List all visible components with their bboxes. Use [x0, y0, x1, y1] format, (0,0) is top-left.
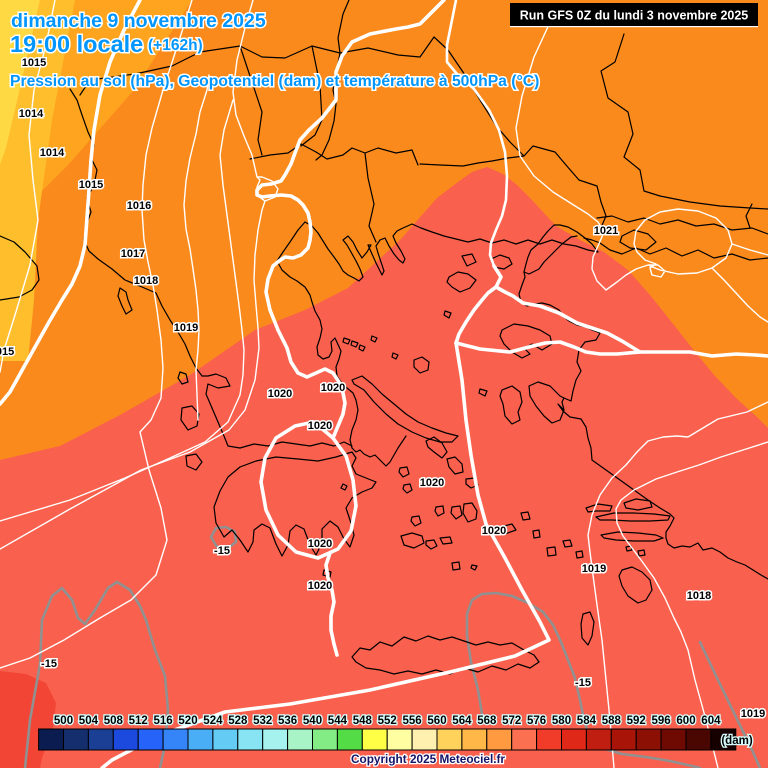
svg-text:572: 572 [502, 715, 521, 727]
svg-text:564: 564 [452, 715, 472, 727]
svg-text:544: 544 [328, 715, 348, 727]
svg-text:588: 588 [602, 715, 622, 727]
svg-text:1014: 1014 [19, 108, 44, 120]
svg-text:1020: 1020 [420, 477, 444, 489]
svg-text:592: 592 [627, 715, 646, 727]
svg-text:1015: 1015 [0, 346, 14, 358]
svg-text:1017: 1017 [121, 248, 145, 260]
svg-text:576: 576 [527, 715, 546, 727]
svg-text:528: 528 [228, 715, 248, 727]
svg-text:532: 532 [253, 715, 272, 727]
svg-text:1020: 1020 [268, 388, 292, 400]
svg-text:1014: 1014 [40, 147, 65, 159]
svg-text:-15: -15 [575, 677, 591, 689]
svg-text:516: 516 [154, 715, 173, 727]
svg-text:596: 596 [652, 715, 671, 727]
svg-text:580: 580 [552, 715, 571, 727]
svg-text:552: 552 [378, 715, 397, 727]
svg-text:1015: 1015 [22, 57, 46, 69]
svg-text:1021: 1021 [594, 225, 618, 237]
svg-text:1019: 1019 [582, 563, 606, 575]
svg-text:524: 524 [203, 715, 223, 727]
svg-text:504: 504 [79, 715, 99, 727]
svg-text:556: 556 [403, 715, 422, 727]
svg-text:(dam): (dam) [721, 735, 752, 747]
svg-text:508: 508 [104, 715, 124, 727]
svg-text:1018: 1018 [134, 275, 158, 287]
svg-text:19:00 locale: 19:00 locale [10, 31, 143, 57]
svg-text:604: 604 [701, 715, 721, 727]
svg-text:512: 512 [129, 715, 148, 727]
svg-text:(+162h): (+162h) [148, 37, 203, 54]
svg-text:1020: 1020 [308, 538, 332, 550]
svg-text:1020: 1020 [321, 382, 345, 394]
svg-text:600: 600 [676, 715, 695, 727]
svg-text:-15: -15 [41, 658, 57, 670]
svg-text:560: 560 [427, 715, 446, 727]
svg-text:520: 520 [178, 715, 197, 727]
svg-text:1020: 1020 [482, 525, 506, 537]
svg-text:Run GFS 0Z du lundi 3 novembre: Run GFS 0Z du lundi 3 novembre 2025 [520, 9, 749, 23]
svg-text:1018: 1018 [687, 590, 711, 602]
svg-text:dimanche 9 novembre 2025: dimanche 9 novembre 2025 [11, 10, 266, 32]
svg-text:1020: 1020 [308, 580, 332, 592]
svg-text:1019: 1019 [741, 708, 765, 720]
svg-text:1019: 1019 [174, 322, 198, 334]
svg-text:-15: -15 [214, 545, 230, 557]
svg-text:1015: 1015 [79, 179, 103, 191]
svg-text:500: 500 [54, 715, 73, 727]
svg-text:548: 548 [353, 715, 373, 727]
svg-text:568: 568 [477, 715, 497, 727]
svg-text:540: 540 [303, 715, 322, 727]
svg-text:1016: 1016 [127, 200, 151, 212]
svg-text:584: 584 [577, 715, 597, 727]
svg-text:536: 536 [278, 715, 297, 727]
svg-text:1020: 1020 [308, 420, 332, 432]
svg-text:Pression au sol (hPa), Geopote: Pression au sol (hPa), Geopotentiel (dam… [10, 73, 539, 90]
svg-text:Copyright 2025 Meteociel.fr: Copyright 2025 Meteociel.fr [351, 752, 505, 766]
